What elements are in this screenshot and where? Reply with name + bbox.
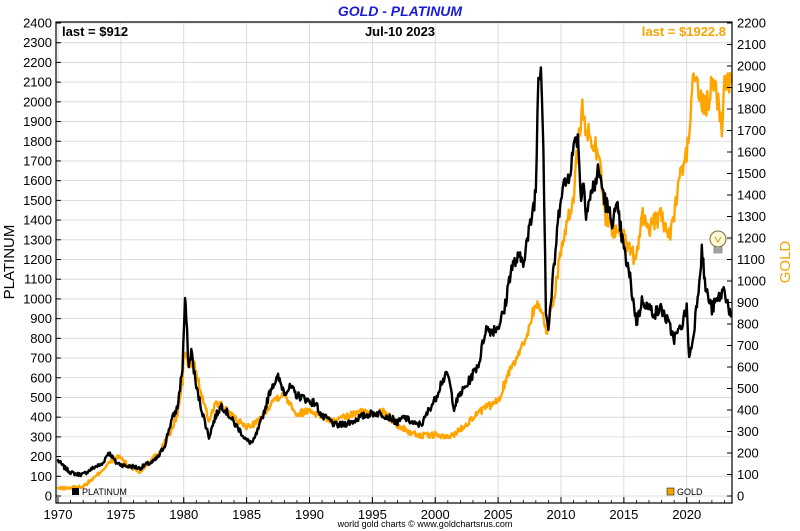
- y-right-tick-label: 2100: [737, 37, 766, 52]
- lightbulb-icon: [709, 230, 727, 254]
- y-left-tick-label: 1900: [23, 114, 52, 129]
- series-line-platinum: [56, 66, 732, 478]
- x-tick-label: 2020: [672, 507, 701, 522]
- y-left-tick-label: 500: [30, 390, 52, 405]
- x-tick-label: 2010: [547, 507, 576, 522]
- y-right-tick-label: 400: [737, 403, 759, 418]
- x-tick-label: 2015: [609, 507, 638, 522]
- y-right-tick-label: 1000: [737, 274, 766, 289]
- x-tick-label: 1985: [232, 507, 261, 522]
- y-left-tick-label: 400: [30, 410, 52, 425]
- date-label: Jul-10 2023: [365, 24, 435, 39]
- series-lines: [56, 66, 732, 491]
- y-left-tick-label: 600: [30, 370, 52, 385]
- y-right-tick-label: 200: [737, 446, 759, 461]
- x-tick-label: 1975: [106, 507, 135, 522]
- grid: [56, 22, 732, 503]
- y-left-tick-label: 2000: [23, 94, 52, 109]
- y-right-tick-label: 1400: [737, 188, 766, 203]
- x-tick-label: 1970: [44, 507, 73, 522]
- x-tick-label: 1980: [169, 507, 198, 522]
- legend-platinum: PLATINUM: [72, 487, 127, 497]
- y-left-tick-label: 1300: [23, 232, 52, 247]
- y-right-tick-label: 2000: [737, 59, 766, 74]
- axes: 0100200300400500600700800900100011001200…: [23, 16, 766, 523]
- legend-gold: GOLD: [666, 487, 703, 497]
- y-left-tick-label: 200: [30, 449, 52, 464]
- chart-title: GOLD - PLATINUM: [338, 3, 463, 19]
- y-left-tick-label: 1700: [23, 153, 52, 168]
- y-right-tick-label: 1200: [737, 231, 766, 246]
- y-right-tick-label: 1600: [737, 145, 766, 160]
- y-left-tick-label: 100: [30, 469, 52, 484]
- y-right-tick-label: 300: [737, 424, 759, 439]
- y-left-tick-label: 300: [30, 429, 52, 444]
- y-right-tick-label: 100: [737, 467, 759, 482]
- legend-platinum-label: PLATINUM: [82, 487, 127, 497]
- y-left-tick-label: 0: [45, 489, 52, 504]
- y-right-tick-label: 2200: [737, 16, 766, 31]
- legend-gold-label: GOLD: [677, 487, 703, 497]
- x-tick-label: 2005: [484, 507, 513, 522]
- y-left-tick-label: 2100: [23, 75, 52, 90]
- y-right-tick-label: 500: [737, 381, 759, 396]
- y-left-tick-label: 1400: [23, 213, 52, 228]
- last-platinum-label: last = $912: [62, 24, 128, 39]
- y-right-tick-label: 700: [737, 338, 759, 353]
- y-left-tick-label: 1500: [23, 193, 52, 208]
- y-left-tick-label: 700: [30, 351, 52, 366]
- x-tick-label: 1990: [295, 507, 324, 522]
- y-right-tick-label: 1300: [737, 209, 766, 224]
- y-left-tick-label: 800: [30, 331, 52, 346]
- y-axis-right-title: GOLD: [777, 241, 794, 284]
- y-right-tick-label: 1900: [737, 80, 766, 95]
- y-right-tick-label: 800: [737, 317, 759, 332]
- y-left-tick-label: 2400: [23, 16, 52, 31]
- y-right-tick-label: 1500: [737, 166, 766, 181]
- plot-frame: [55, 21, 733, 504]
- y-right-tick-label: 0: [737, 489, 744, 504]
- credit-text: world gold charts © www.goldchartsrus.co…: [337, 519, 513, 529]
- y-left-tick-label: 1000: [23, 291, 52, 306]
- legend-gold-swatch: [666, 487, 675, 496]
- x-tick-label: 1995: [358, 507, 387, 522]
- y-right-tick-label: 1100: [737, 252, 765, 267]
- y-left-tick-label: 2300: [23, 35, 52, 50]
- y-right-tick-label: 900: [737, 295, 759, 310]
- y-left-tick-label: 1200: [23, 252, 52, 267]
- x-tick-label: 2000: [421, 507, 450, 522]
- y-left-tick-label: 1600: [23, 173, 52, 188]
- y-right-tick-label: 1700: [737, 123, 766, 138]
- y-left-tick-label: 1800: [23, 134, 52, 149]
- y-left-tick-label: 900: [30, 311, 52, 326]
- legend-platinum-swatch: [72, 488, 79, 495]
- y-axis-left-title: PLATINUM: [1, 225, 18, 300]
- y-left-tick-label: 2200: [23, 55, 52, 70]
- last-gold-label: last = $1922.8: [642, 24, 726, 39]
- y-left-tick-label: 1100: [24, 272, 52, 287]
- y-right-tick-label: 1800: [737, 102, 766, 117]
- y-right-tick-label: 600: [737, 360, 759, 375]
